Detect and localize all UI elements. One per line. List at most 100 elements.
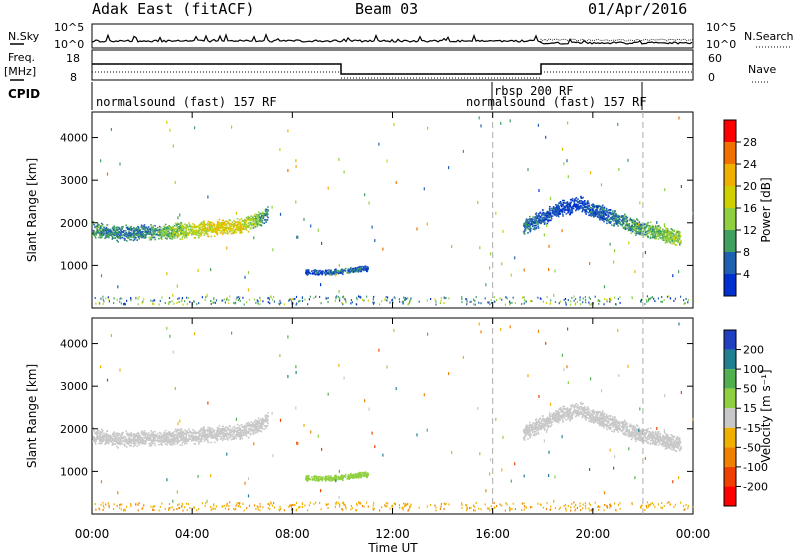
data-point [666, 241, 668, 244]
data-point [125, 235, 128, 237]
data-point [631, 230, 634, 233]
data-point [236, 423, 239, 426]
data-point [226, 230, 229, 233]
data-point [238, 229, 241, 232]
noise-point [338, 290, 340, 293]
data-point [197, 431, 200, 434]
data-point [240, 230, 242, 232]
data-point [136, 440, 139, 443]
data-point [256, 225, 259, 228]
data-point [120, 236, 122, 238]
data-point [611, 218, 614, 221]
data-point [314, 273, 316, 276]
data-point [261, 427, 264, 430]
ground-scatter-point [657, 297, 659, 300]
data-point [643, 226, 646, 229]
cpid-label: CPID [8, 87, 40, 101]
data-point [597, 216, 600, 219]
data-point [145, 432, 148, 435]
data-point [128, 436, 130, 439]
data-point [656, 227, 659, 230]
data-point [198, 229, 200, 231]
data-point [149, 229, 152, 232]
data-point [240, 424, 243, 426]
ground-scatter-point [124, 303, 126, 306]
data-point [214, 230, 217, 232]
data-point [243, 431, 246, 434]
data-point [255, 221, 258, 223]
data-point [337, 272, 340, 274]
data-point [101, 230, 103, 232]
noise-point [510, 273, 512, 277]
data-point [346, 272, 348, 274]
data-point [335, 268, 337, 271]
data-point [625, 215, 627, 218]
ground-scatter-point [345, 301, 347, 304]
data-point [179, 433, 182, 435]
noise-point [680, 185, 682, 188]
data-point [307, 271, 309, 273]
data-point [181, 430, 184, 433]
data-point [170, 231, 173, 234]
ground-scatter-point [680, 295, 682, 298]
data-point [257, 222, 260, 224]
noise-point [477, 201, 479, 204]
data-point [174, 235, 176, 237]
data-point [614, 218, 616, 220]
data-point [668, 232, 671, 234]
data-point [317, 271, 320, 274]
data-point [146, 433, 149, 436]
data-point [132, 438, 135, 441]
ground-scatter-point [661, 296, 663, 298]
data-point [249, 228, 252, 230]
data-point [204, 226, 206, 228]
data-point [649, 225, 651, 227]
data-point [647, 224, 649, 227]
data-point [105, 433, 107, 436]
data-point [126, 433, 129, 436]
data-point [200, 437, 203, 440]
ground-scatter-point [273, 300, 275, 303]
data-point [247, 222, 250, 224]
noise-point [603, 285, 606, 289]
ground-scatter-point [229, 295, 231, 298]
ground-scatter-point [480, 302, 482, 305]
data-point [311, 270, 313, 272]
data-point [125, 231, 128, 234]
data-point [223, 433, 226, 435]
data-point [637, 231, 640, 233]
ground-scatter-point [410, 297, 412, 300]
data-point [118, 434, 121, 436]
data-point [667, 236, 670, 239]
data-point [105, 235, 108, 238]
data-point [124, 443, 126, 446]
data-point [215, 228, 218, 231]
data-point [243, 225, 246, 228]
data-point [598, 216, 601, 219]
data-point [650, 229, 653, 231]
data-point [562, 209, 564, 211]
data-point [189, 430, 191, 433]
data-point [140, 432, 143, 434]
data-point [139, 234, 142, 236]
ground-scatter-point [523, 299, 526, 302]
ground-scatter-point [335, 297, 337, 300]
data-point [602, 210, 605, 212]
data-point [537, 227, 540, 229]
data-point [546, 216, 548, 218]
data-point [165, 230, 168, 232]
data-point [160, 442, 163, 445]
data-point [245, 229, 248, 231]
ground-scatter-point [558, 302, 560, 305]
data-point [669, 242, 672, 244]
data-point [218, 221, 221, 224]
data-point [252, 224, 255, 226]
data-point [164, 438, 166, 441]
data-point [129, 433, 132, 436]
data-point [144, 435, 146, 437]
noise-point [561, 147, 563, 151]
data-point [262, 216, 265, 218]
data-point [571, 212, 573, 214]
ground-scatter-point [576, 301, 578, 303]
